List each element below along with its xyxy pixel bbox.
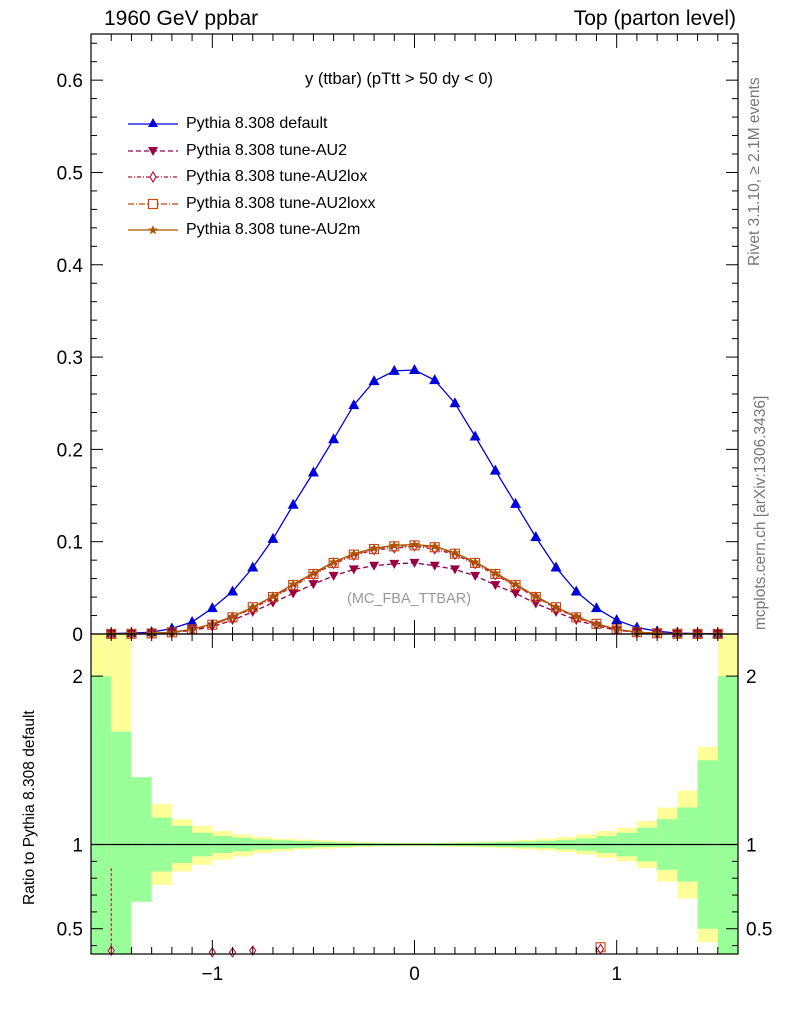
data-point-marker xyxy=(571,611,582,621)
ratio-y-tick-label-right: 1 xyxy=(746,836,757,857)
data-point-marker xyxy=(288,579,299,589)
ratio-band-green-bin xyxy=(111,731,132,954)
header-left: 1960 GeV ppbar xyxy=(104,7,259,30)
main-y-tick-label: 0.4 xyxy=(57,256,84,277)
watermark: (MC_FBA_TTBAR) xyxy=(347,591,472,607)
data-point-marker xyxy=(247,561,259,572)
data-point-marker xyxy=(470,557,481,567)
data-point-marker xyxy=(388,364,400,375)
ratio-band-green-bin xyxy=(91,676,112,954)
ratio-y-tick-label-right: 0.5 xyxy=(746,920,772,941)
data-point-marker xyxy=(368,375,380,386)
data-point-marker xyxy=(227,611,238,621)
ratio-band-green-bin xyxy=(717,676,738,954)
data-point-marker xyxy=(348,399,360,410)
data-point-marker xyxy=(530,591,541,601)
data-point-marker xyxy=(328,571,339,581)
data-point-marker xyxy=(186,616,198,626)
ratio-y-tick-label-left: 0.5 xyxy=(57,920,83,941)
header-right: Top (parton level) xyxy=(573,7,736,30)
data-point-marker xyxy=(490,581,501,591)
data-point-marker xyxy=(369,561,380,571)
data-point-marker xyxy=(550,561,562,572)
tick-labels: 0 0.1 0.2 0.3 0.4 0.5 0.6 −1 0 1 0.5 0.5 1 1 2 2 xyxy=(57,71,773,985)
ratio-y-tick-label-right: 2 xyxy=(746,667,757,688)
main-y-tick-label: 0.6 xyxy=(57,71,83,92)
data-point-marker xyxy=(530,531,542,542)
data-point-marker xyxy=(227,585,239,596)
data-point-marker xyxy=(348,565,359,575)
data-point-marker xyxy=(591,618,602,629)
data-point-marker xyxy=(348,548,359,559)
main-y-tick-label: 0.5 xyxy=(57,163,83,184)
data-point-marker xyxy=(449,397,461,408)
data-point-marker xyxy=(247,602,258,612)
data-point-marker xyxy=(409,364,420,374)
data-point-marker xyxy=(449,547,460,558)
data-point-marker xyxy=(570,585,582,596)
data-point-marker xyxy=(206,602,218,613)
mcplots-label: mcplots.cern.ch [arXiv:1306.3436] xyxy=(752,395,769,630)
data-point-marker xyxy=(551,602,562,612)
data-point-marker xyxy=(409,558,420,568)
main-y-tick-label: 0.2 xyxy=(57,440,83,461)
ratio-band-green-bin xyxy=(131,777,152,902)
data-point-marker xyxy=(288,589,299,599)
data-point-marker xyxy=(490,568,501,578)
legend-label: Pythia 8.308 tune-AU2m xyxy=(186,221,361,238)
data-point-marker xyxy=(267,591,278,601)
data-point-marker xyxy=(510,497,522,508)
data-point-marker xyxy=(611,614,623,625)
data-point-marker xyxy=(328,557,339,567)
main-y-tick-label: 0 xyxy=(72,625,83,646)
data-point-marker xyxy=(389,559,400,569)
data-point-marker xyxy=(590,602,602,613)
legend-marker-icon xyxy=(128,118,178,127)
ratio-points xyxy=(107,868,606,958)
ratio-uncertainty-bands xyxy=(91,634,738,954)
data-point-marker xyxy=(409,539,420,549)
legend-marker-icon xyxy=(128,198,178,209)
data-point-marker xyxy=(307,466,319,477)
axis-ticks xyxy=(90,34,739,954)
main-y-tick-label: 0.3 xyxy=(57,348,83,369)
data-point-marker xyxy=(287,498,299,509)
data-point-marker xyxy=(429,374,441,385)
data-point-marker xyxy=(389,540,400,550)
data-point-marker xyxy=(328,433,340,444)
legend-label: Pythia 8.308 tune-AU2 xyxy=(186,141,347,159)
plot-title: y (ttbar) (pTtt > 50 dy < 0) xyxy=(305,70,493,88)
data-point-marker xyxy=(429,541,440,551)
data-point-marker xyxy=(369,543,380,553)
data-point-marker xyxy=(510,579,521,589)
data-point-marker xyxy=(267,532,279,543)
data-point-marker xyxy=(469,430,481,441)
data-point-marker xyxy=(308,568,319,578)
rivet-version-label: Rivet 3.1.10, ≥ 2.1M events xyxy=(746,77,763,266)
legend-label: Pythia 8.308 tune-AU2lox xyxy=(186,168,368,185)
ratio-y-axis-label: Ratio to Pythia 8.308 default xyxy=(21,710,38,905)
legend-label: Pythia 8.308 tune-AU2loxx xyxy=(186,194,376,212)
data-point-marker xyxy=(489,464,501,475)
legend-marker-icon xyxy=(128,146,178,156)
x-tick-label: 1 xyxy=(611,964,622,985)
data-point-marker xyxy=(308,580,319,590)
x-tick-label: −1 xyxy=(201,964,223,985)
ratio-y-tick-label-left: 1 xyxy=(72,836,83,857)
legend-marker-icon xyxy=(128,170,178,184)
legend-marker-icon xyxy=(128,225,178,235)
legend-label: Pythia 8.308 default xyxy=(186,115,328,132)
ratio-plot-frame xyxy=(90,633,739,955)
x-tick-label: 0 xyxy=(409,964,420,985)
data-point-marker xyxy=(449,565,460,575)
data-point-marker xyxy=(429,561,440,571)
data-point-marker xyxy=(510,589,521,599)
data-point-marker xyxy=(470,571,481,581)
main-y-tick-label: 0.1 xyxy=(57,533,83,554)
ratio-y-tick-label-left: 2 xyxy=(72,667,83,688)
